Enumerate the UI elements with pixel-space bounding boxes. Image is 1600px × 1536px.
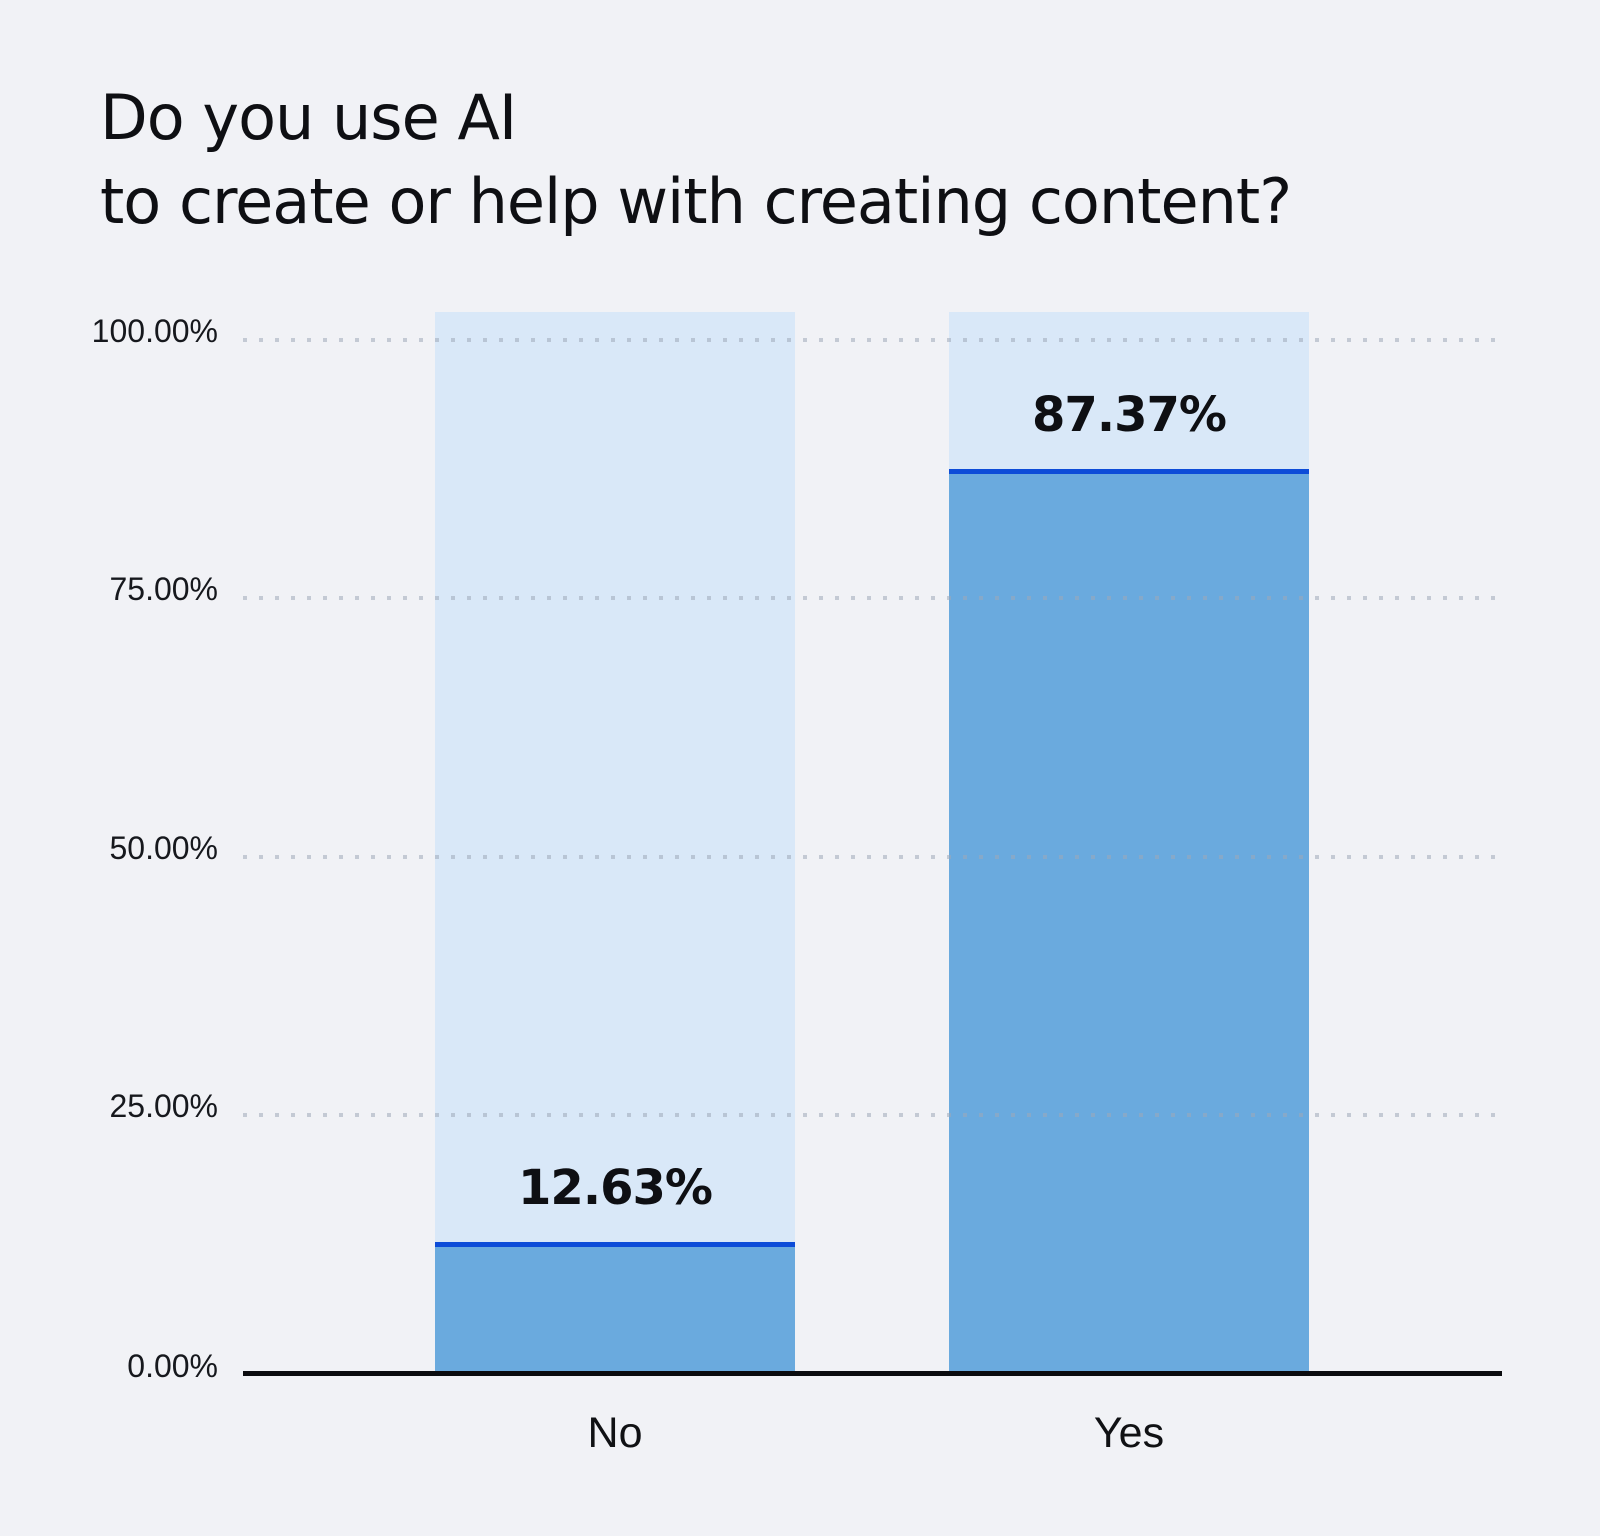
bar-value-label-no: 12.63%: [518, 1160, 713, 1217]
bar-group-yes: 87.37%: [949, 312, 1309, 1373]
gridline-50: [243, 855, 1502, 859]
y-tick-100: 100.00%: [91, 313, 218, 349]
gridline-100: [243, 338, 1502, 342]
bar-value-label-yes: 87.37%: [1032, 386, 1227, 443]
y-tick-50: 50.00%: [109, 830, 218, 866]
x-axis-line: [243, 1371, 1502, 1376]
y-tick-75: 75.00%: [109, 571, 218, 607]
chart-title-line1: Do you use AI: [100, 81, 517, 154]
y-tick-0: 0.00%: [127, 1348, 218, 1384]
bar-group-no: 12.63%: [435, 312, 795, 1373]
chart-title: Do you use AI to create or help with crea…: [100, 76, 1292, 244]
gridline-75: [243, 596, 1502, 600]
chart-title-line2: to create or help with creating content?: [100, 165, 1292, 238]
y-tick-25: 25.00%: [109, 1088, 218, 1124]
x-axis-label-no: No: [587, 1409, 643, 1457]
bar-fill-yes: [949, 468, 1309, 1373]
gridline-25: [243, 1113, 1502, 1117]
bar-fill-no: [435, 1242, 795, 1373]
x-axis-label-yes: Yes: [1093, 1409, 1165, 1457]
